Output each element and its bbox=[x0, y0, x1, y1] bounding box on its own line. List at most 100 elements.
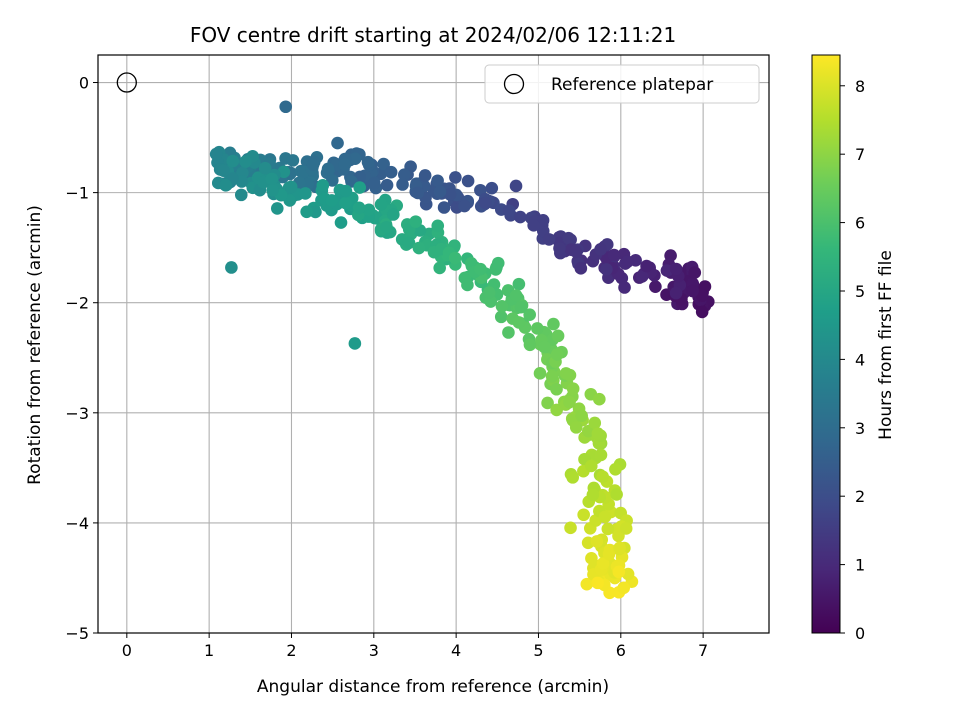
data-point bbox=[443, 188, 457, 201]
data-point bbox=[361, 155, 375, 169]
data-point bbox=[339, 196, 352, 210]
x-tick-label: 3 bbox=[369, 641, 379, 660]
plot-area bbox=[98, 55, 769, 633]
data-point bbox=[398, 168, 411, 181]
data-point bbox=[234, 188, 248, 202]
data-point bbox=[362, 203, 376, 217]
data-point bbox=[607, 248, 621, 262]
data-point bbox=[226, 154, 240, 168]
axes-frame bbox=[97, 54, 770, 634]
data-point bbox=[217, 164, 230, 177]
data-point bbox=[258, 161, 272, 175]
axes-border bbox=[97, 54, 770, 634]
data-point bbox=[474, 262, 487, 276]
data-point bbox=[402, 236, 416, 250]
reference-marker bbox=[116, 72, 137, 93]
data-point bbox=[538, 340, 551, 354]
data-point bbox=[348, 337, 362, 350]
data-point bbox=[284, 180, 298, 194]
data-point bbox=[449, 171, 462, 184]
data-point bbox=[514, 300, 528, 314]
data-point bbox=[279, 100, 293, 114]
data-point bbox=[619, 522, 633, 535]
plot-background bbox=[98, 55, 769, 633]
y-axis-ticks: 0 −1 −2 −3 −4 −5 bbox=[65, 74, 98, 643]
data-point bbox=[591, 576, 604, 590]
data-point bbox=[461, 174, 475, 188]
x-tick-label: 5 bbox=[533, 641, 543, 660]
data-point bbox=[695, 305, 709, 319]
colorbar-tick-label: 8 bbox=[855, 77, 865, 96]
data-point bbox=[325, 194, 339, 207]
data-point bbox=[523, 338, 537, 352]
data-point bbox=[563, 395, 576, 409]
y-axis-label: Rotation from reference (arcmin) bbox=[25, 205, 45, 485]
data-point bbox=[352, 201, 366, 215]
data-point bbox=[593, 392, 606, 406]
data-point bbox=[367, 176, 381, 190]
data-point bbox=[331, 136, 344, 150]
data-point bbox=[545, 369, 559, 383]
data-point bbox=[596, 557, 610, 570]
data-point bbox=[225, 261, 238, 274]
data-point bbox=[265, 172, 279, 186]
y-tick-label: 0 bbox=[79, 74, 89, 93]
y-tick-label: −3 bbox=[65, 404, 89, 423]
data-point bbox=[588, 416, 602, 430]
data-point bbox=[348, 152, 362, 165]
data-point bbox=[209, 147, 223, 161]
data-point bbox=[309, 205, 322, 219]
colorbar-tick-label: 6 bbox=[855, 214, 865, 233]
data-point bbox=[509, 179, 523, 193]
colorbar-gradient bbox=[811, 54, 841, 634]
data-point bbox=[541, 396, 554, 410]
data-point bbox=[610, 488, 623, 501]
data-point bbox=[266, 183, 279, 197]
data-point bbox=[325, 174, 339, 187]
data-point bbox=[612, 565, 626, 579]
colorbar-tick-label: 7 bbox=[855, 145, 865, 164]
legend-box bbox=[484, 64, 760, 104]
data-point bbox=[569, 245, 582, 258]
x-axis-ticks: 0 1 2 3 4 5 6 7 bbox=[122, 633, 708, 660]
data-point bbox=[602, 547, 616, 561]
data-point bbox=[600, 263, 613, 276]
data-point bbox=[491, 256, 505, 270]
data-point bbox=[564, 521, 577, 535]
legend: Reference platepar bbox=[484, 64, 760, 104]
colorbar-tick-label: 0 bbox=[855, 624, 865, 643]
data-point bbox=[594, 448, 608, 462]
data-point bbox=[586, 488, 600, 502]
x-tick-label: 4 bbox=[451, 641, 461, 660]
data-point bbox=[339, 184, 353, 198]
data-point bbox=[523, 308, 536, 321]
colorbar-tick-label: 4 bbox=[855, 350, 865, 369]
data-point bbox=[396, 178, 409, 191]
data-point bbox=[494, 310, 508, 324]
data-point bbox=[409, 215, 423, 228]
x-tick-label: 2 bbox=[286, 641, 296, 660]
data-point bbox=[286, 154, 300, 167]
data-point bbox=[562, 231, 575, 245]
data-point bbox=[590, 535, 604, 548]
data-point bbox=[594, 243, 607, 256]
colorbar: 0 1 2 3 4 5 6 7 8 bbox=[811, 54, 865, 643]
data-point bbox=[527, 219, 540, 232]
data-point bbox=[431, 174, 444, 188]
data-points bbox=[209, 100, 715, 600]
data-point bbox=[533, 367, 547, 380]
data-point bbox=[551, 329, 565, 343]
data-point bbox=[512, 316, 526, 329]
data-point bbox=[495, 299, 509, 313]
data-point bbox=[377, 157, 390, 171]
data-point bbox=[502, 326, 515, 339]
data-point bbox=[550, 382, 563, 396]
data-point bbox=[334, 216, 348, 229]
x-tick-label: 1 bbox=[204, 641, 214, 660]
data-point bbox=[649, 280, 662, 293]
data-point bbox=[461, 278, 474, 292]
data-point bbox=[550, 348, 564, 361]
x-tick-label: 7 bbox=[698, 641, 708, 660]
data-point bbox=[569, 421, 583, 434]
reference-point bbox=[116, 72, 137, 93]
